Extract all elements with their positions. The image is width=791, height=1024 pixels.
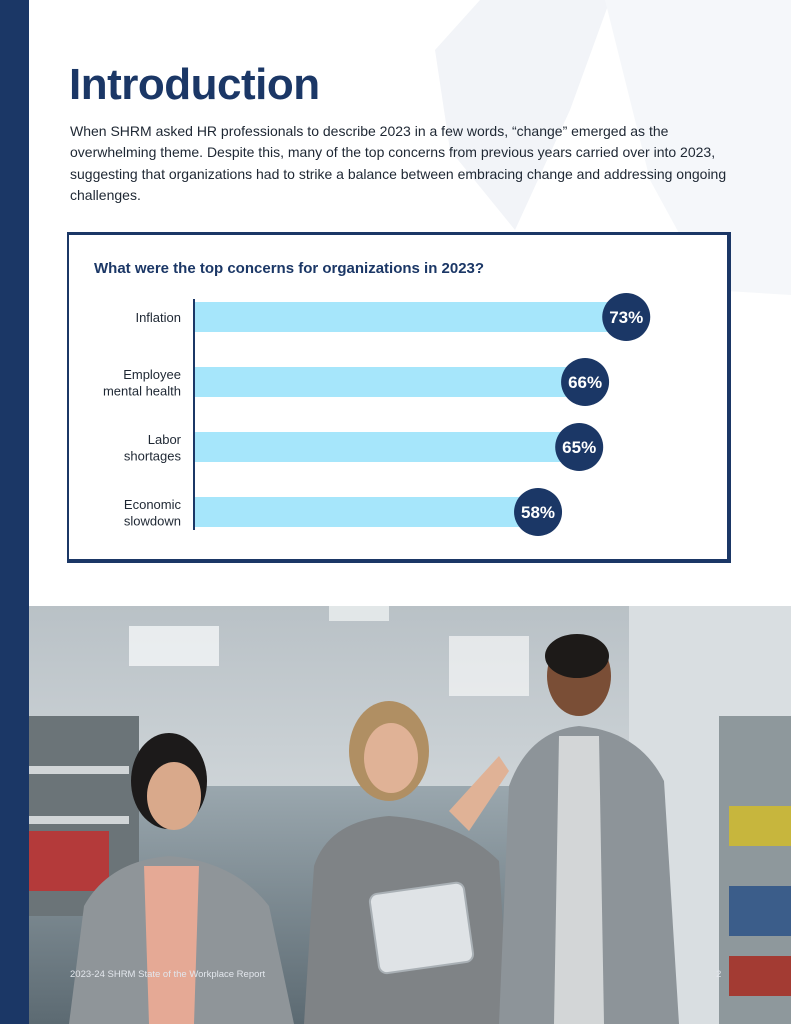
value-label: 58% xyxy=(521,503,555,522)
intro-paragraph: When SHRM asked HR professionals to desc… xyxy=(70,123,727,203)
value-label: 65% xyxy=(562,438,596,457)
bar xyxy=(195,367,584,397)
value-label: 66% xyxy=(568,373,602,392)
value-badge xyxy=(602,293,651,341)
chart-panel: What were the top concerns for organizat… xyxy=(67,232,731,563)
bar xyxy=(195,497,537,527)
photo-three-workers-in-store xyxy=(29,606,791,1024)
value-badge xyxy=(514,488,563,536)
background-hexagon-decoration xyxy=(435,0,791,295)
page-title: Introduction xyxy=(69,60,320,109)
value-badge xyxy=(555,423,604,471)
value-badge xyxy=(561,358,610,406)
footer-report-title: 2023-24 SHRM State of the Workplace Repo… xyxy=(70,969,266,980)
page-number: 2 xyxy=(716,969,722,980)
bar xyxy=(195,302,625,332)
value-label: 73% xyxy=(609,308,643,327)
left-accent-bar xyxy=(0,0,29,1024)
bar xyxy=(195,432,578,462)
chart-title: What were the top concerns for organizat… xyxy=(94,260,485,277)
category-label: Inflation xyxy=(135,310,181,325)
category-label: Employee xyxy=(123,367,181,382)
category-label: slowdown xyxy=(124,513,181,528)
category-label: Economic xyxy=(124,497,182,512)
category-label: shortages xyxy=(124,448,182,463)
category-label: mental health xyxy=(103,383,181,398)
category-label: Labor xyxy=(148,432,182,447)
